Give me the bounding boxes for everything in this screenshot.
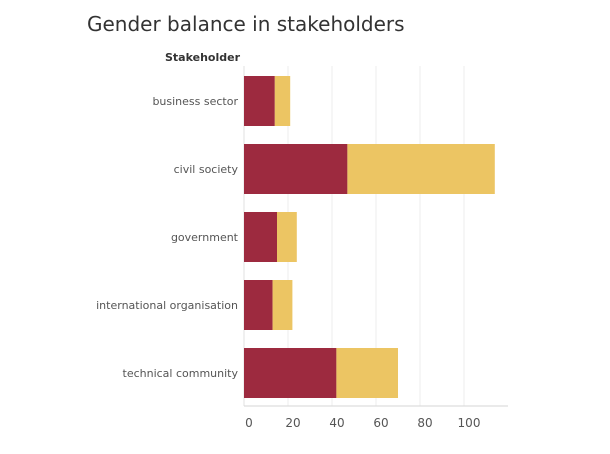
- category-labels: business sector civil society government in…: [96, 95, 239, 380]
- x-tick-label: 80: [417, 416, 432, 430]
- x-tick-label: 0: [245, 416, 253, 430]
- category-label: technical community: [123, 367, 239, 380]
- x-tick-label: 100: [458, 416, 481, 430]
- bar-segment-2: [336, 348, 398, 398]
- y-axis-header: Stakeholder: [165, 51, 241, 64]
- bar-segment-2: [277, 212, 297, 262]
- x-tick-label: 20: [285, 416, 300, 430]
- bar-segment-1: [244, 144, 348, 194]
- bar-segment-1: [244, 212, 277, 262]
- category-label: government: [171, 231, 239, 244]
- category-label: business sector: [152, 95, 238, 108]
- bar-segment-1: [244, 280, 273, 330]
- bar-segment-1: [244, 76, 275, 126]
- x-tick-label: 60: [373, 416, 388, 430]
- bar-segment-1: [244, 348, 337, 398]
- x-tick-label: 40: [329, 416, 344, 430]
- bars: [244, 76, 495, 398]
- bar-segment-2: [347, 144, 495, 194]
- bar-segment-2: [274, 76, 291, 126]
- category-label: international organisation: [96, 299, 238, 312]
- category-label: civil society: [174, 163, 239, 176]
- chart-title: Gender balance in stakeholders: [87, 12, 405, 36]
- bar-segment-2: [272, 280, 293, 330]
- x-axis: 0 20 40 60 80 100: [244, 405, 508, 430]
